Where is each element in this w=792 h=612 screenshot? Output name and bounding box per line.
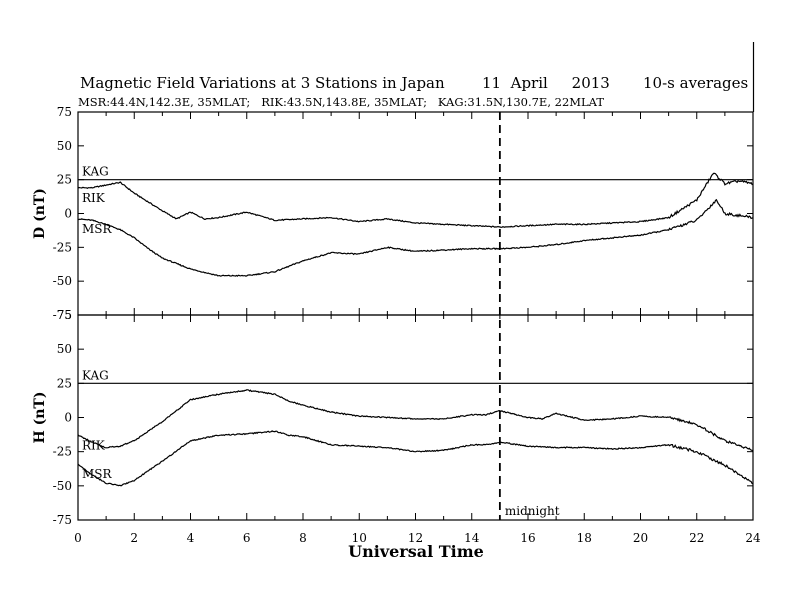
panel-1-frame [77,111,754,316]
series-line-rik [77,172,754,228]
x-tick-label: 14 [464,531,480,545]
series-label-msr: MSR [82,467,113,481]
series-label-rik: RIK [82,438,106,452]
x-tick-label: 12 [408,531,423,545]
series-line-msr [77,198,754,277]
x-tick-label: 22 [689,531,704,545]
x-tick-label: 4 [187,531,195,545]
x-tick-label: 8 [299,531,307,545]
series-label-kag: KAG [82,368,109,382]
y-tick-label: -75 [53,513,72,527]
y-tick-label: 75 [57,105,72,119]
series-line-msr [77,430,754,487]
panel-1-y-axis-label: D (nT) [32,188,48,239]
x-tick-label: 2 [130,531,138,545]
x-tick-label: 10 [352,531,367,545]
chart-subtitle: MSR:44.4N,142.3E, 35MLAT; RIK:43.5N,143.… [78,95,604,109]
chart-date: 11 April 2013 [482,74,610,92]
y-tick-label: -25 [53,445,72,459]
y-tick-label: 50 [57,139,72,153]
series-label-msr: MSR [82,222,113,236]
chart-title: Magnetic Field Variations at 3 Stations … [80,74,445,92]
series-label-rik: RIK [82,191,106,205]
y-tick-label: -75 [53,308,72,322]
y-tick-label: 25 [57,173,72,187]
y-tick-label: 0 [64,411,72,425]
chart-averaging: 10-s averages [643,74,748,92]
y-tick-label: 0 [64,207,72,221]
y-tick-label: 25 [57,376,72,390]
series-line-rik [77,389,754,452]
y-tick-label: -25 [53,240,72,254]
x-tick-label: 0 [74,531,82,545]
plot-panels: 75 50 25 0 -25 -50 -75 D (nT) KAG RIK MSR 75 50 25 0 -2… [32,105,761,545]
x-tick-label: 18 [577,531,592,545]
x-tick-label: 24 [745,531,761,545]
x-axis-label: Universal Time [348,542,484,561]
series-label-kag: KAG [82,165,109,179]
y-tick-label: 75 [57,308,72,322]
x-tick-label: 6 [243,531,251,545]
x-tick-label: 20 [633,531,648,545]
y-tick-label: -50 [53,274,72,288]
midnight-label: midnight [505,504,560,518]
y-tick-label: 50 [57,342,72,356]
y-tick-label: -50 [53,479,72,493]
x-tick-label: 16 [520,531,535,545]
panel-2-y-axis-label: H (nT) [32,392,48,444]
